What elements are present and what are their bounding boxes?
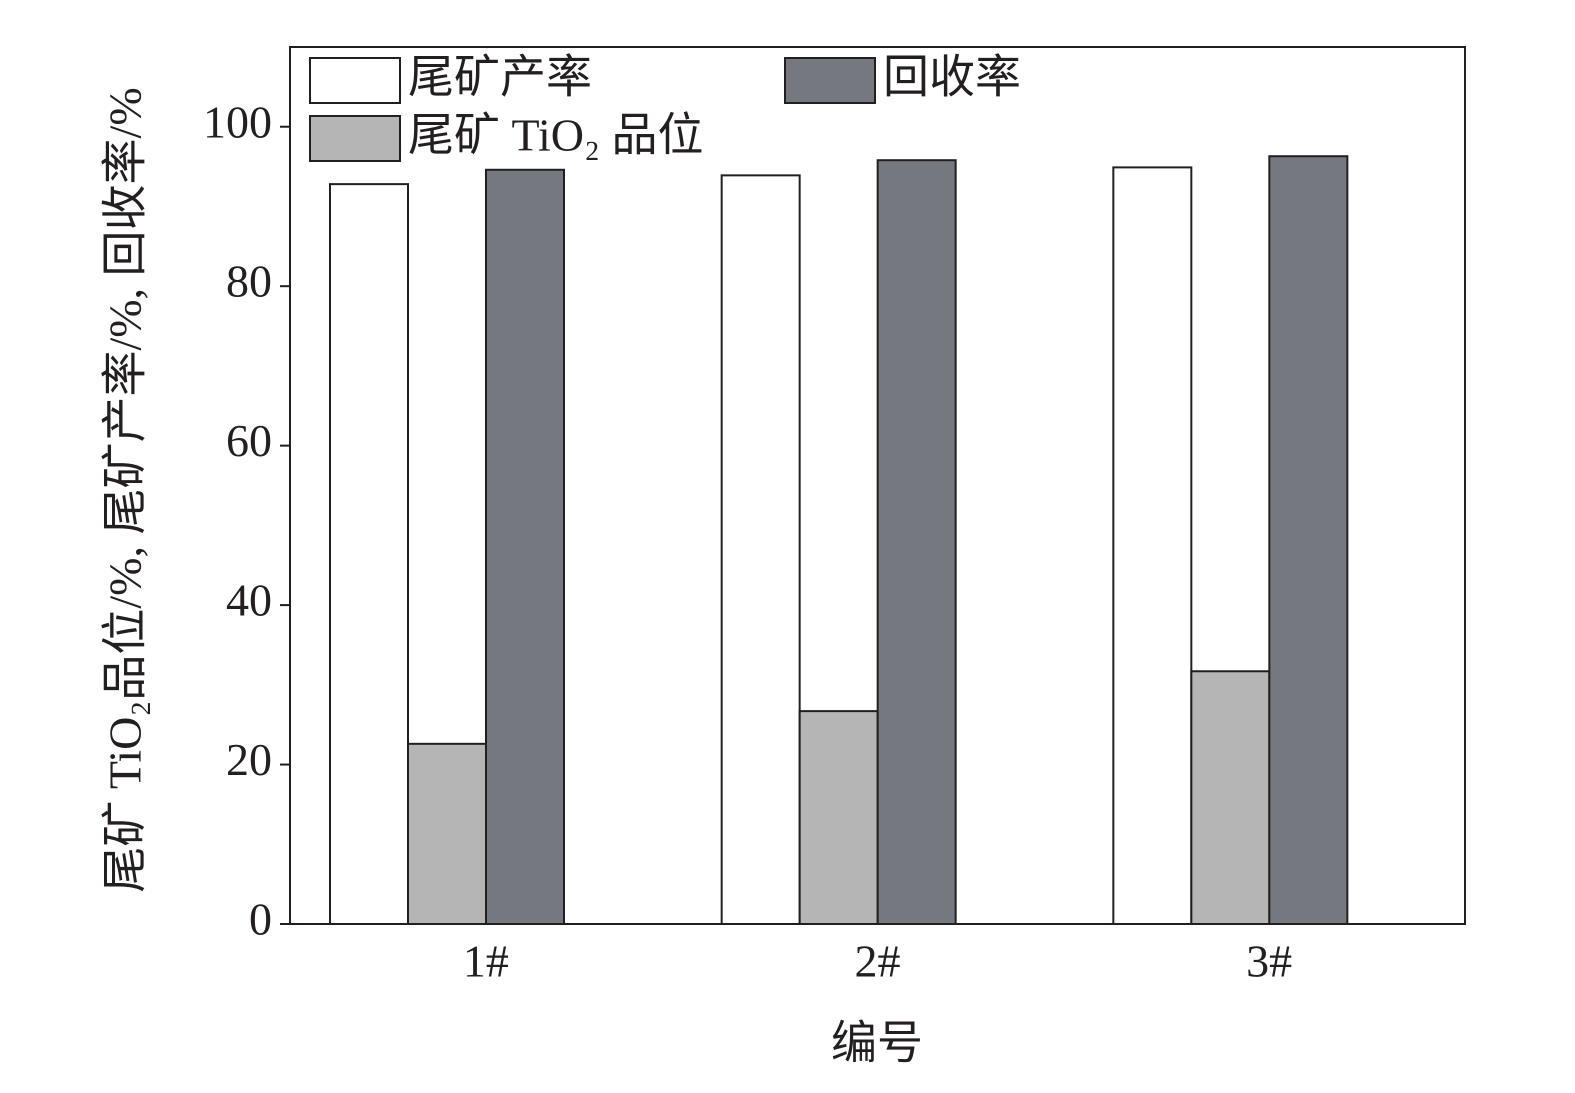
bar [1112,166,1193,925]
bar [1268,155,1349,925]
plot-frame [289,46,1466,925]
legend-label: 尾矿 TiO₂ 品位 [408,110,704,161]
legend-label: 回收率 [883,52,1021,103]
y-tick-label: 0 [249,894,272,945]
legend-label: 尾矿产率 [408,52,592,103]
bar [798,710,879,925]
y-tick-label: 20 [226,734,272,785]
bar [876,159,957,926]
bar [485,168,565,925]
x-tick-label: 2# [855,936,901,987]
y-axis-title: 尾矿 TiO₂品位/%, 尾矿产率/%, 回收率/% [100,87,151,892]
x-tick-label: 3# [1246,936,1292,987]
y-tick-label: 80 [226,256,272,307]
x-axis-title: 编号 [831,1018,923,1069]
y-tick-label: 60 [226,415,272,466]
legend-swatch [309,115,401,162]
legend-swatch [309,57,401,104]
y-tick-label: 40 [226,575,272,626]
bar [407,742,487,925]
x-tick-label: 1# [463,936,509,987]
legend-swatch [784,57,876,104]
y-tick-label: 100 [203,96,272,147]
bar [1190,670,1271,925]
bar [329,183,409,925]
bar [720,174,801,926]
